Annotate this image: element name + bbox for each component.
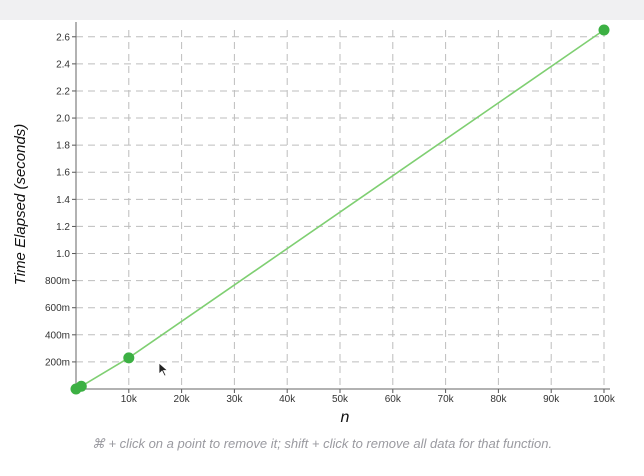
x-axis-title: n [341,409,350,426]
data-point [75,380,87,392]
x-tick-label: 70k [438,394,455,405]
x-tick-label: 20k [174,394,191,405]
data-point [123,352,135,364]
y-tick-label: 2.6 [56,32,70,43]
y-tick-label: 2.0 [56,114,70,125]
y-axis-title: Time Elapsed (seconds) [12,124,29,286]
y-tick-label: 1.2 [56,222,70,233]
y-tick-label: 800m [45,276,70,287]
x-tick-label: 30k [226,394,243,405]
x-tick-label: 90k [543,394,560,405]
x-tick-label: 80k [490,394,507,405]
y-tick-label: 200m [45,357,70,368]
y-tick-label: 1.8 [56,141,70,152]
y-tick-label: 1.6 [56,168,70,179]
chart: 10k 20k 30k 40k 50k 60k 70k 80k 90k 100k 200m 400m 6… [12,22,616,426]
y-tick-label: 400m [45,330,70,341]
y-tick-label: 1.4 [56,195,70,206]
mouse-pointer-icon [158,362,169,377]
data-point [598,24,610,36]
y-tick-label: 600m [45,303,70,314]
x-tick-label: 10k [121,394,138,405]
x-tick-label: 40k [279,394,296,405]
y-tick-label: 1.0 [56,249,70,260]
top-bar [0,0,644,20]
x-tick-label: 50k [332,394,349,405]
y-tick-label: 2.4 [56,59,70,70]
x-tick-label: 60k [385,394,402,405]
y-tick-label: 2.2 [56,86,70,97]
footer-hint: ⌘ + click on a point to remove it; shift… [91,436,553,451]
x-tick-label: 100k [593,394,616,405]
